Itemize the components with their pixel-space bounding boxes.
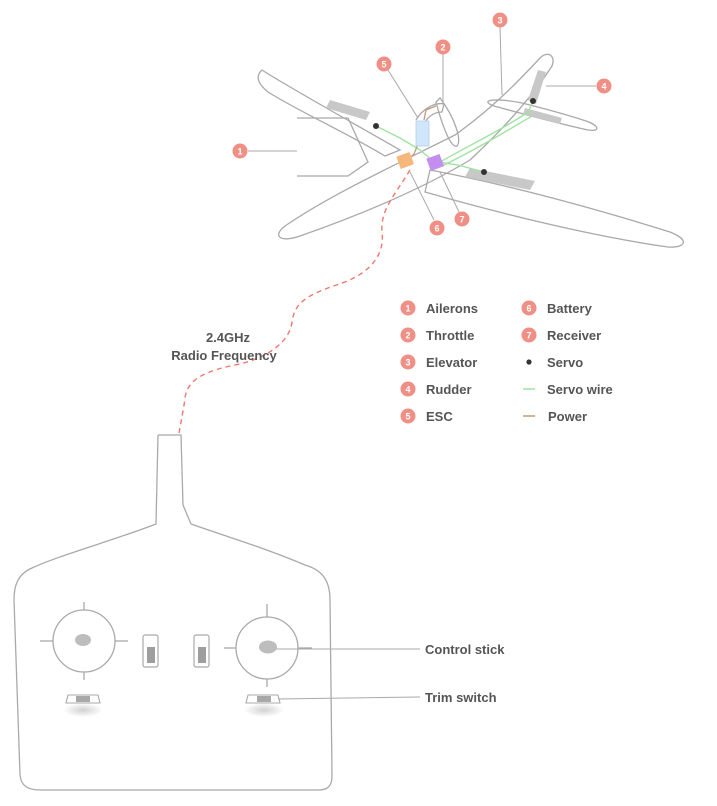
svg-text:3: 3 <box>497 16 502 26</box>
legend-item-servo: Servo <box>526 355 583 370</box>
legend-item-receiver: 7 Receiver <box>521 327 601 343</box>
svg-text:3: 3 <box>405 358 410 368</box>
svg-text:7: 7 <box>526 331 531 341</box>
svg-text:Rudder: Rudder <box>426 382 472 397</box>
right-control-stick[interactable] <box>259 640 277 654</box>
callout-throttle: 2 <box>435 39 451 55</box>
receiver-component <box>426 153 444 171</box>
fuselage <box>278 53 554 240</box>
svg-text:Power: Power <box>548 409 587 424</box>
svg-text:5: 5 <box>381 60 386 70</box>
servo-elevator <box>530 98 536 104</box>
servo-dot-icon <box>526 359 532 365</box>
left-aileron-surface <box>326 100 370 120</box>
legend-item-power: Power <box>523 409 587 424</box>
trim-switch-label: Trim switch <box>425 690 497 705</box>
svg-text:Ailerons: Ailerons <box>426 301 478 316</box>
horizontal-stabilizer <box>487 99 598 131</box>
battery-component <box>396 151 414 169</box>
callout-leaders <box>248 26 596 221</box>
left-control-stick[interactable] <box>75 634 91 646</box>
right-wing <box>424 169 684 248</box>
svg-text:Receiver: Receiver <box>547 328 601 343</box>
propeller-mount <box>415 102 445 125</box>
servo-wires <box>375 101 534 173</box>
control-stick-label: Control stick <box>425 642 505 657</box>
right-gimbal <box>224 604 312 687</box>
svg-text:6: 6 <box>434 224 439 234</box>
callout-rudder: 4 <box>596 78 612 94</box>
svg-text:4: 4 <box>601 82 606 92</box>
legend-item-servo-wire: Servo wire <box>523 382 613 397</box>
callout-ailerons: 1 <box>232 143 248 159</box>
airplane <box>257 53 684 248</box>
svg-text:Servo: Servo <box>547 355 583 370</box>
callout-elevator: 3 <box>492 12 508 28</box>
radio-label-line1: 2.4GHz <box>206 330 251 345</box>
right-toggle-switch[interactable] <box>193 634 210 668</box>
legend-item-ailerons: 1 Ailerons <box>400 300 478 316</box>
legend-item-battery: 6 Battery <box>521 300 593 316</box>
left-gimbal <box>40 602 128 680</box>
svg-text:6: 6 <box>526 304 531 314</box>
radio-label-line2: Radio Frequency <box>171 348 277 363</box>
svg-text:Throttle: Throttle <box>426 328 474 343</box>
left-toggle-switch[interactable] <box>142 634 159 668</box>
legend-item-rudder: 4 Rudder <box>400 381 472 397</box>
right-aileron-surface <box>465 168 535 190</box>
servo-aileron-right <box>481 169 487 175</box>
svg-text:ESC: ESC <box>426 409 453 424</box>
legend-item-elevator: 3 Elevator <box>400 354 477 370</box>
servo-aileron-left <box>373 123 379 129</box>
antenna <box>158 434 192 525</box>
svg-text:2: 2 <box>405 331 410 341</box>
fuselage-nose <box>297 117 369 177</box>
svg-text:7: 7 <box>459 215 464 225</box>
svg-text:1: 1 <box>237 147 242 157</box>
legend-item-esc: 5 ESC <box>400 408 453 424</box>
trim-switch-leader <box>277 696 421 700</box>
svg-text:Servo wire: Servo wire <box>547 382 613 397</box>
callout-battery: 6 <box>429 220 445 236</box>
callout-esc: 5 <box>376 56 392 72</box>
legend: 1 Ailerons 2 Throttle 3 Elevator 4 Rudde… <box>400 300 613 424</box>
transmitter-body <box>13 434 333 791</box>
radio-link <box>178 169 411 435</box>
propeller <box>435 97 460 147</box>
svg-text:Battery: Battery <box>547 301 593 316</box>
elevator-surface <box>523 108 562 124</box>
svg-text:1: 1 <box>405 304 410 314</box>
svg-text:2: 2 <box>440 43 445 53</box>
svg-text:Elevator: Elevator <box>426 355 477 370</box>
rudder-surface <box>528 70 546 104</box>
svg-text:5: 5 <box>405 412 410 422</box>
esc-component <box>415 120 430 147</box>
left-wing <box>257 69 402 157</box>
left-trim-switch[interactable] <box>63 694 103 717</box>
callout-receiver: 7 <box>454 211 470 227</box>
right-trim-switch[interactable] <box>244 694 284 717</box>
svg-text:4: 4 <box>405 385 410 395</box>
legend-item-throttle: 2 Throttle <box>400 327 474 343</box>
transmitter: Control stick Trim switch <box>13 434 505 791</box>
